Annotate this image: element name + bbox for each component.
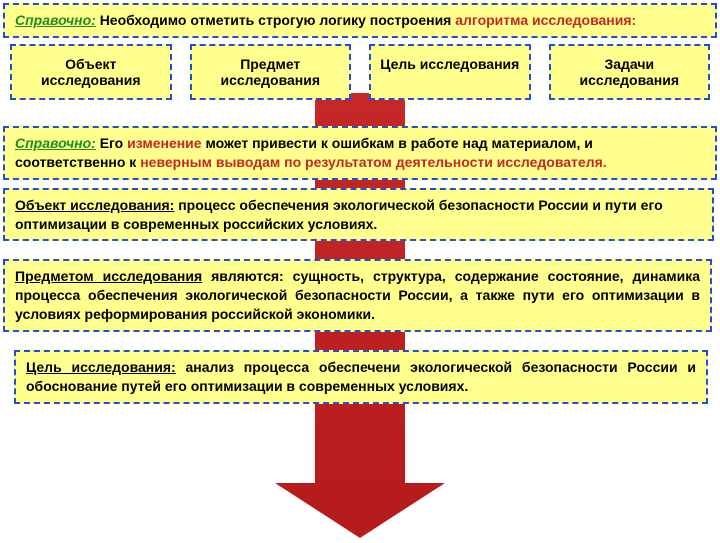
cell-tasks: Задачи исследования xyxy=(549,44,711,100)
note2-l2a: соответственно к xyxy=(15,154,140,170)
goal-label: Цель исследования: xyxy=(26,359,176,375)
header-reference-box: Справочно: Необходимо отметить строгую л… xyxy=(3,3,717,38)
header-label: Справочно: xyxy=(15,12,96,28)
algorithm-steps-row: Объект исследования Предмет исследования… xyxy=(0,44,720,108)
cell-subject: Предмет исследования xyxy=(190,44,352,100)
subject-label: Предметом исследования xyxy=(15,268,202,284)
cell-object: Объект исследования xyxy=(10,44,172,100)
object-label: Объект исследования: xyxy=(15,197,174,213)
header-algo: алгоритма исследования: xyxy=(455,12,636,28)
header-text: Необходимо отметить строгую логику постр… xyxy=(100,12,452,28)
goal-box: Цель исследования: анализ процесса обесп… xyxy=(14,350,708,404)
note2-l1c: может привести к ошибкам в работе над ма… xyxy=(202,135,593,151)
note2-l2b: неверным выводам по результатом деятельн… xyxy=(140,154,606,170)
note2-l1a: Его xyxy=(100,135,127,151)
subject-box: Предметом исследования являются: сущност… xyxy=(3,259,712,332)
cell-goal: Цель исследования xyxy=(369,44,531,100)
note2-l1b: изменение xyxy=(127,135,201,151)
arrow-head xyxy=(275,483,445,538)
note2-label: Справочно: xyxy=(15,135,96,151)
note2-box: Справочно: Его изменение может привести … xyxy=(3,126,717,180)
object-box: Объект исследования: процесс обеспечения… xyxy=(3,188,714,242)
